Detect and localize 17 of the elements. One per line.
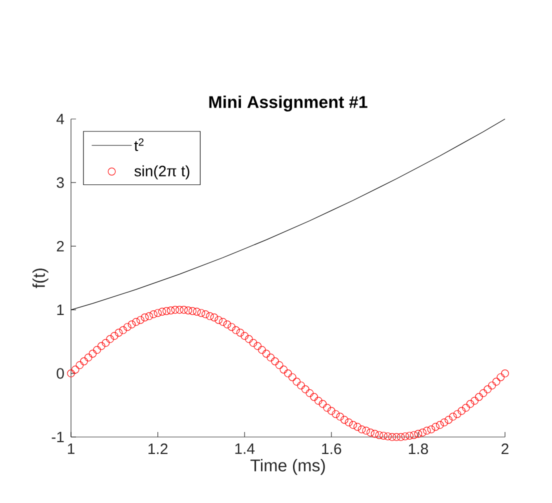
legend-label: sin(2π t) <box>134 165 190 180</box>
chart-title: Mini Assignment #1 <box>209 96 368 112</box>
y-tick-label: 4 <box>56 114 64 124</box>
x-tick-label: 1.8 <box>408 444 428 454</box>
y-tick-label: 3 <box>56 177 64 188</box>
y-tick-label: 0 <box>56 368 64 379</box>
x-tick-label: 1.6 <box>322 444 342 454</box>
y-tick-label: -1 <box>52 432 64 442</box>
x-axis-title: Time (ms) <box>250 458 325 475</box>
y-tick-label: 1 <box>57 304 64 315</box>
legend-label: t$^{2}$ <box>134 138 144 152</box>
y-tick-label: 2 <box>56 240 64 252</box>
x-tick-label: 1.2 <box>148 444 168 454</box>
x-tick-label: 1 <box>68 444 74 454</box>
y-axis-title: f(t) <box>32 268 48 288</box>
x-tick-label: 2 <box>502 444 508 454</box>
x-tick-label: 1.4 <box>235 444 255 454</box>
